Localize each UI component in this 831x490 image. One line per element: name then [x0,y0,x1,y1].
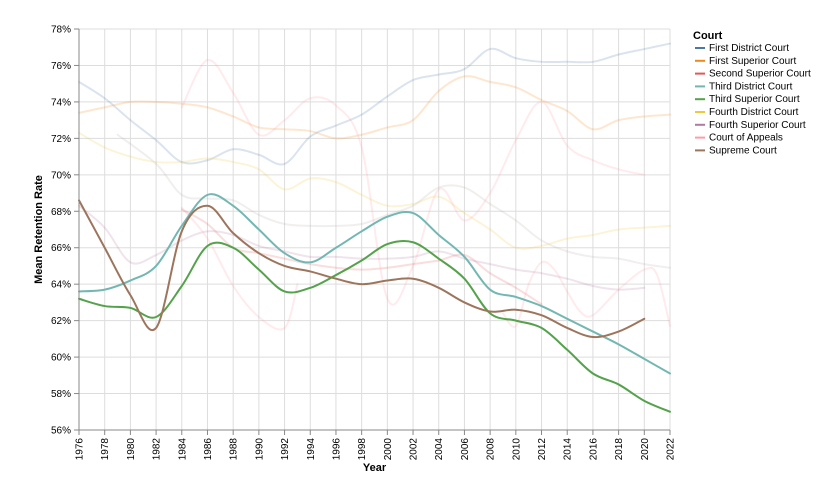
x-tick-label: 1978 [100,438,111,461]
series-line-unlabeled [116,133,671,269]
x-tick-label: 2018 [614,438,625,461]
x-tick-label: 2022 [666,438,677,461]
series-line-court-of-appeals [180,58,646,306]
series-line-first-district-court [78,42,671,166]
series-line-first-superior-court [78,75,671,140]
legend-label: Third Superior Court [709,94,800,105]
x-tick-label: 1998 [357,438,368,461]
x-tick-label: 2000 [383,438,394,461]
legend-label: First Superior Court [709,56,796,67]
x-tick-label: 2006 [460,438,471,461]
x-tick-label: 1992 [280,438,291,461]
x-tick-label: 1976 [75,438,86,461]
series-line-third-district-court [78,193,671,375]
x-tick-label: 2016 [588,438,599,461]
y-tick-label: 72% [51,134,71,145]
x-tick-label: 1986 [203,438,214,461]
x-tick-label: 2010 [511,438,522,461]
legend: Court First District Court First Superior… [693,30,811,156]
series-line-fourth-superior-court [78,204,646,291]
series-line-fourth-district-court [78,131,671,250]
x-tick-label: 2014 [563,438,574,461]
legend-label: Fourth District Court [709,107,799,118]
legend-label: Court of Appeals [709,133,783,144]
y-tick-label: 56% [51,426,71,437]
y-tick-label: 66% [51,243,71,254]
y-tick-label: 76% [51,61,71,72]
y-tick-label: 64% [51,280,71,291]
legend-title: Court [693,30,723,42]
y-tick-label: 74% [51,97,71,108]
series-line-supreme-court [78,199,646,339]
x-tick-label: 1988 [229,438,240,461]
x-tick-label: 2004 [434,438,445,461]
y-tick-label: 68% [51,207,71,218]
y-tick-label: 78% [51,25,71,36]
y-tick-label: 58% [51,389,71,400]
y-axis-title: Mean Retention Rate [33,175,45,284]
x-tick-label: 1984 [177,438,188,461]
series-line-second-superior-court [180,208,543,306]
x-tick-label: 1994 [306,438,317,461]
axes: 56% 58% 60% 62% 64% 66% 68% 70% 72% 74% 76% 78% 1976… [51,25,677,461]
legend-label: Fourth Superior Court [709,120,806,131]
series-line-unlabeled [501,260,671,329]
y-tick-label: 70% [51,170,71,181]
series-line-unlabeled [180,206,299,331]
x-tick-label: 2012 [537,438,548,461]
x-tick-label: 2002 [409,438,420,461]
legend-label: Second Superior Court [709,69,811,80]
y-tick-label: 62% [51,316,71,327]
x-tick-label: 2020 [640,438,651,461]
legend-label: First District Court [709,43,789,54]
legend-label: Third District Court [709,81,793,92]
x-axis-title: Year [363,462,387,474]
legend-label: Supreme Court [709,145,777,156]
y-tick-label: 60% [51,353,71,364]
x-tick-label: 1982 [152,438,163,461]
x-tick-label: 1990 [254,438,265,461]
series-line-third-superior-court [78,239,671,413]
x-tick-label: 2008 [486,438,497,461]
x-tick-label: 1980 [126,438,137,461]
series-lines [78,42,671,413]
x-tick-label: 1996 [331,438,342,461]
